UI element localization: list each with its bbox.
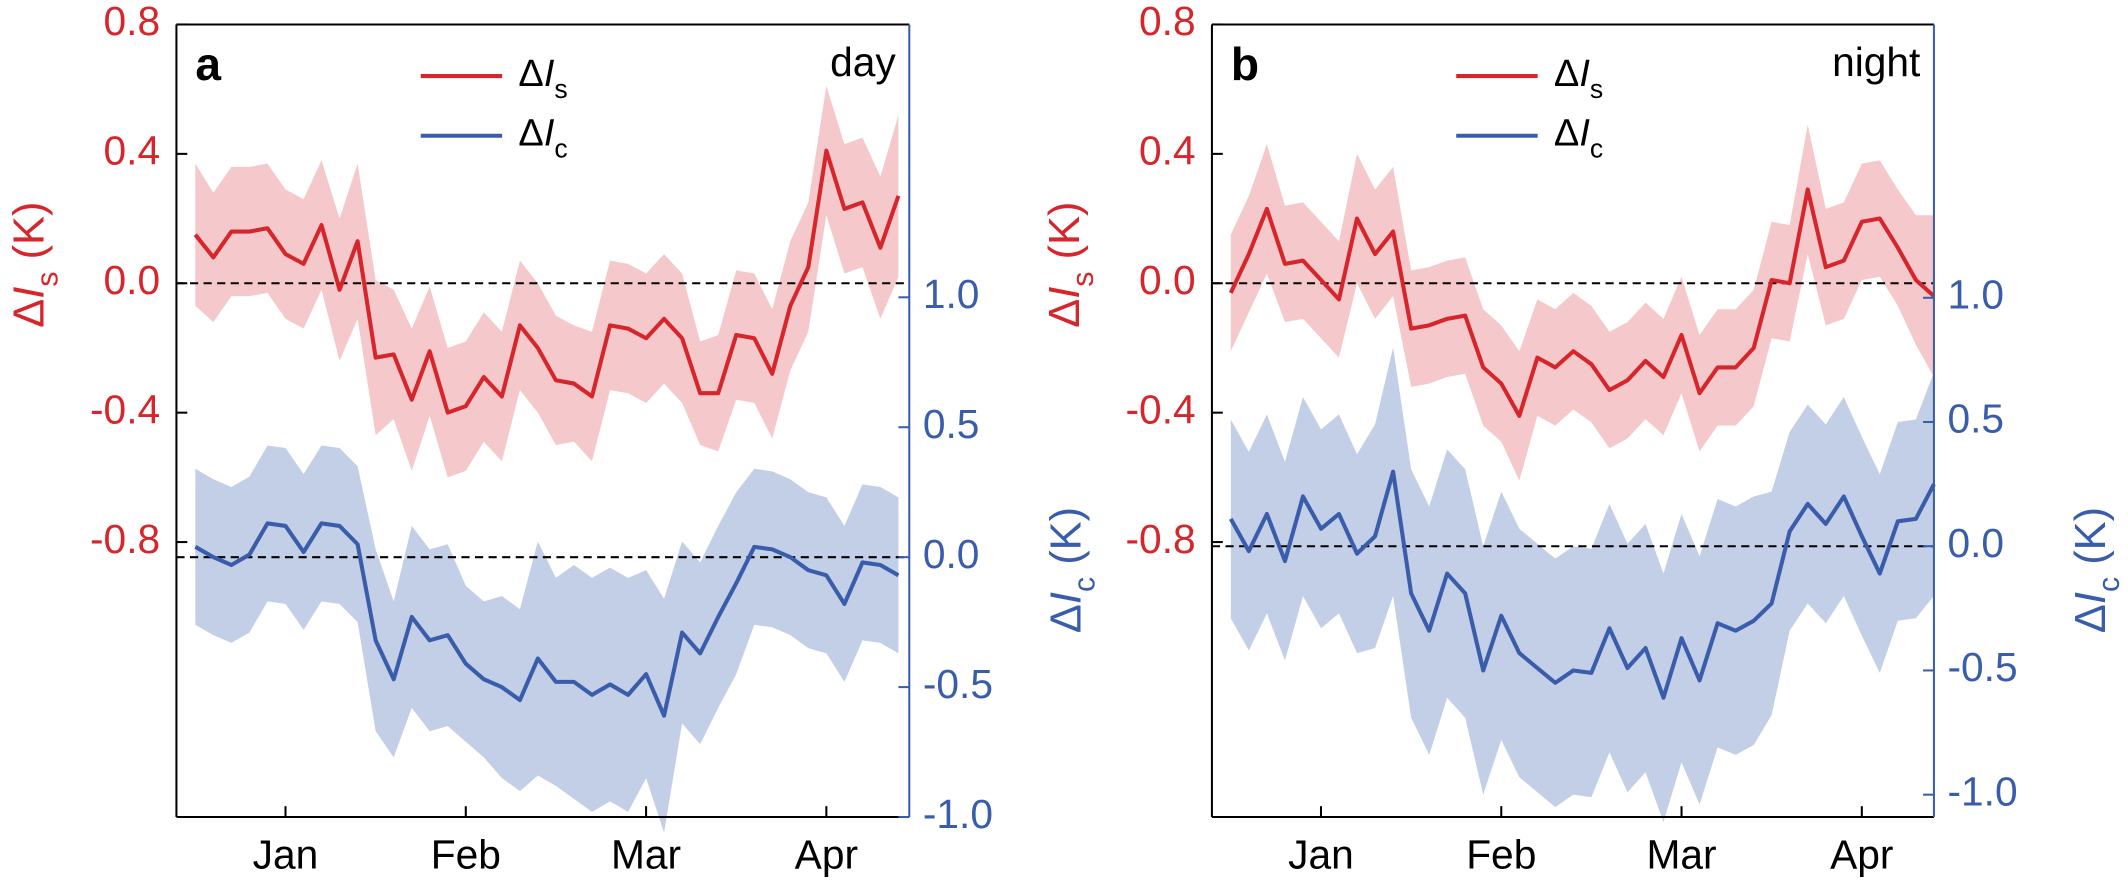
x-tick-label: Jan xyxy=(253,832,319,878)
line xyxy=(193,148,901,415)
y-axis-label: ΔIs (K) xyxy=(1042,202,1101,328)
y2-tick-label: 1.0 xyxy=(923,271,980,317)
annotation: day xyxy=(830,39,896,85)
y-tick-label: -0.8 xyxy=(90,516,160,562)
x-tick-label: Feb xyxy=(1466,832,1536,878)
legend-label: ΔIs xyxy=(1554,53,1603,104)
y-tick-label: 0.4 xyxy=(1139,128,1196,174)
legend-label: ΔIs xyxy=(518,53,567,104)
panel: -0.8 -0.4 0.0 0.4 0.8 -1.0 -0.5 0.0 0.5 1.0 Jan Feb… xyxy=(6,0,1102,878)
y-tick-label: -0.4 xyxy=(1126,386,1196,432)
y-tick-label: 0.8 xyxy=(104,0,161,44)
line xyxy=(194,521,900,718)
y2-tick-label: 0.5 xyxy=(1948,396,2005,442)
x-tick-label: Jan xyxy=(1288,832,1354,878)
y-tick-label: -0.8 xyxy=(1126,516,1196,562)
x-tick-label: Mar xyxy=(611,832,681,878)
annotation: night xyxy=(1832,39,1921,85)
error-band xyxy=(1230,347,1934,823)
y-tick-label: 0.8 xyxy=(1139,0,1196,44)
y2-tick-label: -1.0 xyxy=(923,791,993,837)
line xyxy=(1229,469,1936,700)
panel-label: b xyxy=(1231,38,1259,90)
y2-tick-label: -0.5 xyxy=(923,661,993,707)
error-band xyxy=(1230,124,1934,481)
y2-tick-label: 0.0 xyxy=(923,531,980,577)
y2-tick-label: 0.5 xyxy=(923,401,980,447)
y2-tick-label: 1.0 xyxy=(1948,272,2005,318)
y-axis-label: ΔIs (K) xyxy=(6,202,65,328)
y2-tick-label: 0.0 xyxy=(1948,520,2005,566)
panel: -0.8 -0.4 0.0 0.4 0.8 -1.0 -0.5 0.0 0.5 1.0 Jan Feb… xyxy=(1042,0,2127,878)
y-tick-label: 0.4 xyxy=(104,128,161,174)
y-tick-label: 0.0 xyxy=(1139,257,1196,303)
y2-axis-label: ΔIc (K) xyxy=(1043,507,1102,633)
x-tick-label: Apr xyxy=(1830,832,1893,878)
y-tick-label: -0.4 xyxy=(90,386,160,432)
y2-axis-label: ΔIc (K) xyxy=(2068,507,2127,633)
line xyxy=(1228,187,1936,418)
x-tick-label: Feb xyxy=(431,832,501,878)
legend-label: ΔIc xyxy=(518,113,567,164)
y2-tick-label: -1.0 xyxy=(1948,768,2018,814)
y2-tick-label: -0.5 xyxy=(1948,644,2018,690)
y-tick-label: 0.0 xyxy=(104,257,161,303)
legend-label: ΔIc xyxy=(1554,113,1603,164)
x-tick-label: Apr xyxy=(795,832,858,878)
error-band xyxy=(195,445,899,833)
x-tick-label: Mar xyxy=(1646,832,1716,878)
panel-label: a xyxy=(195,38,221,90)
